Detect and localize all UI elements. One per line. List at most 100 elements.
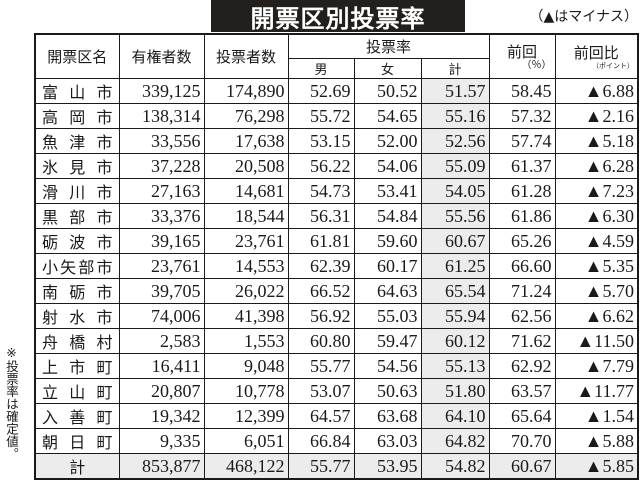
table-row: 小矢部市 23,761 14,553 62.39 60.17 61.25 66.60 ▲5.3… bbox=[34, 253, 639, 279]
cell-total: 51.80 bbox=[420, 378, 490, 404]
cell-change: ▲5.88 bbox=[554, 428, 639, 454]
header-change: 前回比 （ポイント） bbox=[554, 33, 639, 79]
cell-female: 55.03 bbox=[353, 303, 422, 329]
cell-total: 60.12 bbox=[420, 328, 490, 354]
cell-male: 66.84 bbox=[287, 428, 355, 454]
table-row: 上市町 16,411 9,048 55.77 54.56 55.13 62.92 ▲7.79 bbox=[34, 353, 639, 379]
cell-male: 60.80 bbox=[287, 328, 355, 354]
cell-registered: 39,165 bbox=[118, 228, 205, 254]
cell-voters: 6,051 bbox=[203, 428, 289, 454]
cell-district: 氷見市 bbox=[34, 153, 120, 179]
cell-previous: 63.57 bbox=[488, 378, 556, 404]
header-previous-label: 前回 bbox=[506, 42, 537, 61]
cell-female: 59.47 bbox=[353, 328, 422, 354]
cell-male: 55.72 bbox=[287, 103, 355, 129]
cell-registered: 16,411 bbox=[118, 353, 205, 379]
cell-change: ▲5.18 bbox=[554, 128, 639, 154]
cell-registered: 39,705 bbox=[118, 278, 205, 304]
cell-previous: 62.56 bbox=[488, 303, 556, 329]
header-previous-unit: （％） bbox=[521, 59, 552, 71]
cell-district: 南砺市 bbox=[34, 278, 120, 304]
cell-district: 富山市 bbox=[34, 78, 120, 104]
cell-male: 55.77 bbox=[287, 353, 355, 379]
cell-female: 63.68 bbox=[353, 403, 422, 429]
cell-district: 黒部市 bbox=[34, 203, 120, 229]
cell-female: 64.63 bbox=[353, 278, 422, 304]
cell-male: 56.22 bbox=[287, 153, 355, 179]
cell-district: 舟橋村 bbox=[34, 328, 120, 354]
cell-district: 砺波市 bbox=[34, 228, 120, 254]
table-row: 黒部市 33,376 18,544 56.31 54.84 55.56 61.86 ▲6.30 bbox=[34, 203, 639, 229]
header-turnout: 投票率 bbox=[287, 33, 490, 59]
table-row: 舟橋村 2,583 1,553 60.80 59.47 60.12 71.62 ▲11.50 bbox=[34, 328, 639, 354]
cell-registered: 23,761 bbox=[118, 253, 205, 279]
cell-district: 高岡市 bbox=[34, 103, 120, 129]
cell-district: 上市町 bbox=[34, 353, 120, 379]
cell-voters: 174,890 bbox=[203, 78, 289, 104]
cell-male: 56.31 bbox=[287, 203, 355, 229]
cell-change: ▲6.62 bbox=[554, 303, 639, 329]
cell-total: 54.05 bbox=[420, 178, 490, 204]
cell-registered: 19,342 bbox=[118, 403, 205, 429]
cell-male: 61.81 bbox=[287, 228, 355, 254]
cell-female: 63.03 bbox=[353, 428, 422, 454]
cell-male: 52.69 bbox=[287, 78, 355, 104]
cell-voters: 14,553 bbox=[203, 253, 289, 279]
cell-registered: 74,006 bbox=[118, 303, 205, 329]
cell-female: 50.63 bbox=[353, 378, 422, 404]
cell-total: 64.82 bbox=[420, 428, 490, 454]
cell-previous: 57.74 bbox=[488, 128, 556, 154]
cell-change: ▲6.30 bbox=[554, 203, 639, 229]
cell-voters: 9,048 bbox=[203, 353, 289, 379]
cell-district: 立山町 bbox=[34, 378, 120, 404]
cell-registered: 33,556 bbox=[118, 128, 205, 154]
cell-total: 65.54 bbox=[420, 278, 490, 304]
cell-registered: 33,376 bbox=[118, 203, 205, 229]
cell-district: 朝日町 bbox=[34, 428, 120, 454]
cell-male: 62.39 bbox=[287, 253, 355, 279]
turnout-table: 開票区名 有権者数 投票者数 投票率 前回 （％） 前回比 （ポイント） 男 女 計… bbox=[34, 33, 639, 480]
cell-registered: 27,163 bbox=[118, 178, 205, 204]
cell-total: 55.09 bbox=[420, 153, 490, 179]
cell-registered: 37,228 bbox=[118, 153, 205, 179]
cell-change: ▲11.50 bbox=[554, 328, 639, 354]
cell-male: 56.92 bbox=[287, 303, 355, 329]
cell-voters: 41,398 bbox=[203, 303, 289, 329]
cell-total: 60.67 bbox=[420, 228, 490, 254]
cell-change: ▲5.35 bbox=[554, 253, 639, 279]
cell-voters: 23,761 bbox=[203, 228, 289, 254]
header-district: 開票区名 bbox=[34, 33, 120, 79]
cell-registered: 20,807 bbox=[118, 378, 205, 404]
table-row: 入善町 19,342 12,399 64.57 63.68 64.10 65.64 ▲1.54 bbox=[34, 403, 639, 429]
cell-female: 52.00 bbox=[353, 128, 422, 154]
cell-female: 54.65 bbox=[353, 103, 422, 129]
header-male: 男 bbox=[287, 58, 355, 79]
cell-previous: 70.70 bbox=[488, 428, 556, 454]
cell-total: 52.56 bbox=[420, 128, 490, 154]
cell-voters: 14,681 bbox=[203, 178, 289, 204]
cell-voters: 10,778 bbox=[203, 378, 289, 404]
cell-change: ▲6.88 bbox=[554, 78, 639, 104]
cell-district: 滑川市 bbox=[34, 178, 120, 204]
header-change-unit: （ポイント） bbox=[592, 61, 634, 70]
cell-total: 54.82 bbox=[420, 453, 490, 480]
cell-female: 54.06 bbox=[353, 153, 422, 179]
table-row: 南砺市 39,705 26,022 66.52 64.63 65.54 71.24 ▲5.70 bbox=[34, 278, 639, 304]
cell-previous: 65.64 bbox=[488, 403, 556, 429]
cell-change: ▲1.54 bbox=[554, 403, 639, 429]
header-female: 女 bbox=[353, 58, 422, 79]
cell-previous: 61.37 bbox=[488, 153, 556, 179]
cell-male: 53.15 bbox=[287, 128, 355, 154]
cell-change: ▲2.16 bbox=[554, 103, 639, 129]
cell-female: 53.95 bbox=[353, 453, 422, 480]
header-registered: 有権者数 bbox=[118, 33, 205, 79]
cell-previous: 71.62 bbox=[488, 328, 556, 354]
cell-female: 59.60 bbox=[353, 228, 422, 254]
header-change-label: 前回比 bbox=[573, 43, 619, 62]
cell-voters: 26,022 bbox=[203, 278, 289, 304]
table-row: 射水市 74,006 41,398 56.92 55.03 55.94 62.56 ▲6.62 bbox=[34, 303, 639, 329]
table-row: 砺波市 39,165 23,761 61.81 59.60 60.67 65.26 ▲4.59 bbox=[34, 228, 639, 254]
table-row: 氷見市 37,228 20,508 56.22 54.06 55.09 61.37 ▲6.28 bbox=[34, 153, 639, 179]
cell-registered: 2,583 bbox=[118, 328, 205, 354]
table-row: 高岡市 138,314 76,298 55.72 54.65 55.16 57.32 ▲2.1… bbox=[34, 103, 639, 129]
